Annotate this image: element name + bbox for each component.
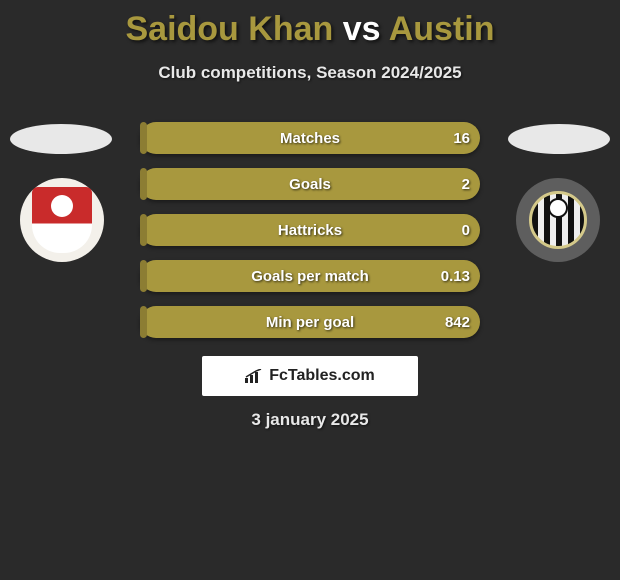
stat-bar: Goals 2 xyxy=(140,168,480,200)
player2-name: Austin xyxy=(389,10,495,48)
stat-bar-fill xyxy=(140,260,147,292)
stat-label: Goals xyxy=(289,176,331,193)
comparison-infographic: Saidou Khan vs Austin Club competitions,… xyxy=(0,0,620,580)
stat-bar: Min per goal 842 xyxy=(140,306,480,338)
stat-label: Goals per match xyxy=(251,268,369,285)
stat-bar: Matches 16 xyxy=(140,122,480,154)
branding-badge: FcTables.com xyxy=(202,356,418,396)
stat-right-value: 2 xyxy=(462,176,470,193)
stat-bar: Hattricks 0 xyxy=(140,214,480,246)
stat-bar-fill xyxy=(140,168,147,200)
stat-right-value: 0 xyxy=(462,222,470,239)
stat-label: Min per goal xyxy=(266,314,354,331)
stat-label: Hattricks xyxy=(278,222,342,239)
date-text: 3 january 2025 xyxy=(251,410,368,430)
vs-text: vs xyxy=(333,10,388,48)
subtitle: Club competitions, Season 2024/2025 xyxy=(0,63,620,83)
player1-name: Saidou Khan xyxy=(125,10,333,48)
stat-right-value: 16 xyxy=(453,130,470,147)
stat-bar-fill xyxy=(140,306,147,338)
stat-right-value: 842 xyxy=(445,314,470,331)
branding-text: FcTables.com xyxy=(269,367,375,385)
chart-icon xyxy=(245,369,263,383)
notts-county-crest-icon xyxy=(529,191,587,249)
stat-bar-fill xyxy=(140,214,147,246)
player1-avatar-placeholder xyxy=(10,124,112,154)
stat-bar-fill xyxy=(140,122,147,154)
stats-bars: Matches 16 Goals 2 Hattricks 0 Goals per… xyxy=(140,122,480,352)
club-crest-right xyxy=(516,178,600,262)
player2-avatar-placeholder xyxy=(508,124,610,154)
club-crest-left xyxy=(20,178,104,262)
stat-label: Matches xyxy=(280,130,340,147)
stat-bar: Goals per match 0.13 xyxy=(140,260,480,292)
page-title: Saidou Khan vs Austin xyxy=(0,0,620,49)
stat-right-value: 0.13 xyxy=(441,268,470,285)
swindon-crest-icon xyxy=(32,187,92,253)
